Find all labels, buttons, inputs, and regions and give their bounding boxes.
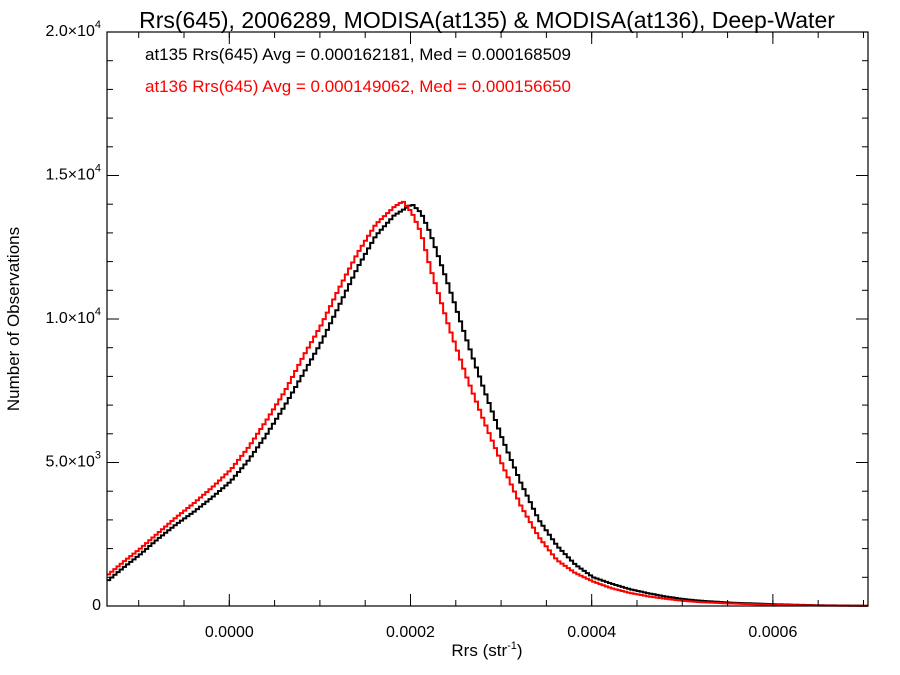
y-tick-label: 1.0×104 (45, 306, 101, 327)
series-at136-line (107, 200, 868, 607)
legend-entry-at136: at136 Rrs(645) Avg = 0.000149062, Med = … (145, 77, 571, 96)
x-tick-label: 0.0002 (386, 624, 435, 641)
series-at135-line (107, 204, 868, 607)
y-axis-label: Number of Observations (4, 227, 23, 411)
chart-title: Rrs(645), 2006289, MODISA(at135) & MODIS… (139, 7, 835, 33)
x-tick-label: 0.0000 (205, 624, 254, 641)
legend-entry-at135: at135 Rrs(645) Avg = 0.000162181, Med = … (145, 45, 571, 64)
y-tick-label: 1.5×104 (45, 163, 101, 184)
x-tick-label: 0.0004 (567, 624, 616, 641)
axis-ticks: 0.0000 0.0002 0.0004 0.0006 0 5.0×103 1.0×104 1… (45, 19, 868, 641)
y-tick-label: 5.0×103 (45, 450, 101, 471)
x-tick-label: 0.0006 (748, 624, 797, 641)
series-layer (107, 200, 868, 607)
plot-frame (106, 31, 869, 607)
y-tick-label: 0 (92, 597, 101, 614)
x-axis-label: Rrs (str-1) (451, 640, 522, 660)
y-tick-label: 2.0×104 (45, 19, 101, 40)
